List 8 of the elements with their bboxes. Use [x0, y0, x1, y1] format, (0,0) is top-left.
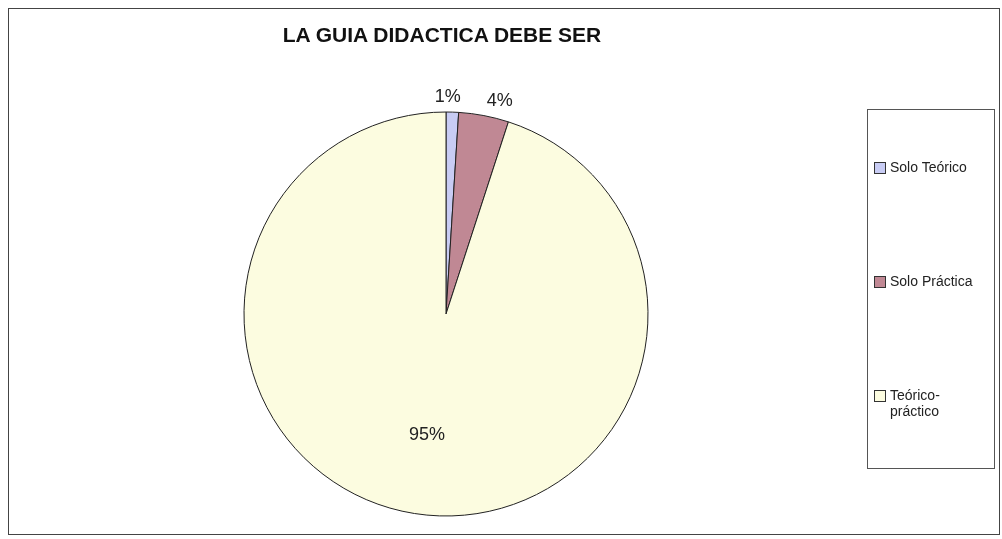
chart-title: LA GUIA DIDACTICA DEBE SER [281, 23, 603, 47]
legend-label: Solo Teórico [890, 159, 968, 175]
data-label: 95% [409, 423, 446, 444]
legend-label: Teórico-práctico [890, 387, 941, 419]
pie-slice [243, 111, 649, 517]
data-label: 4% [486, 89, 513, 110]
data-label: 1% [434, 86, 461, 107]
legend-label: Solo Práctica [890, 273, 974, 289]
